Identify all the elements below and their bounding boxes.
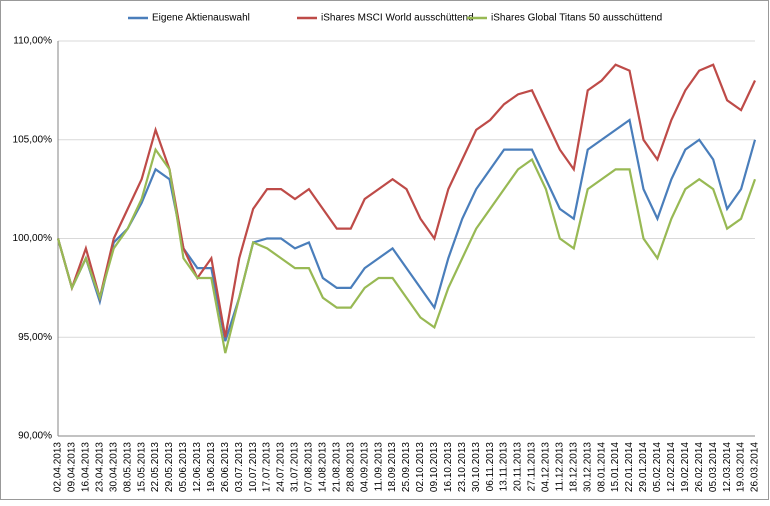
x-tick-label: 09.04.2013 (67, 442, 78, 492)
legend-label: Eigene Aktienauswahl (152, 13, 250, 24)
legend-label: iShares Global Titans 50 ausschüttend (491, 13, 662, 24)
x-tick-label: 26.06.2013 (220, 442, 231, 492)
x-tick-label: 20.11.2013 (513, 442, 524, 492)
x-tick-label: 30.04.2013 (108, 442, 119, 492)
x-tick-label: 15.01.2014 (610, 442, 621, 492)
x-tick-label: 08.01.2014 (596, 442, 607, 492)
x-tick-label: 11.09.2013 (373, 442, 384, 492)
x-tick-label: 07.08.2013 (304, 442, 315, 492)
x-tick-label: 14.08.2013 (318, 442, 329, 492)
x-tick-label: 16.04.2013 (81, 442, 92, 492)
x-tick-label: 06.11.2013 (485, 442, 496, 492)
legend-label: iShares MSCI World ausschüttend (321, 13, 474, 24)
x-tick-label: 19.02.2014 (680, 442, 691, 492)
y-tick-label: 110,00% (13, 36, 52, 47)
x-tick-label: 31.07.2013 (290, 442, 301, 492)
x-tick-label: 18.09.2013 (387, 442, 398, 492)
x-tick-label: 11.12.2013 (554, 442, 565, 492)
x-tick-label: 25.09.2013 (401, 442, 412, 492)
x-tick-label: 30.10.2013 (471, 442, 482, 492)
x-tick-label: 05.02.2014 (652, 442, 663, 492)
x-tick-label: 29.05.2013 (164, 442, 175, 492)
x-tick-label: 27.11.2013 (527, 442, 538, 492)
line-series (56, 147, 757, 354)
x-tick-label: 05.06.2013 (178, 442, 189, 492)
x-tick-label: 03.07.2013 (234, 442, 245, 492)
x-tick-label: 19.06.2013 (206, 442, 217, 492)
x-tick-label: 28.08.2013 (345, 442, 356, 492)
x-tick-label: 04.12.2013 (541, 442, 552, 492)
x-tick-label: 23.10.2013 (457, 442, 468, 492)
x-tick-label: 26.02.2014 (694, 442, 705, 492)
x-tick-label: 23.04.2013 (94, 442, 105, 492)
x-tick-label: 04.09.2013 (359, 442, 370, 492)
x-tick-label: 09.10.2013 (429, 442, 440, 492)
x-tick-label: 21.08.2013 (331, 442, 342, 492)
y-tick-label: 105,00% (13, 134, 53, 145)
x-tick-label: 18.12.2013 (568, 442, 579, 492)
x-tick-label: 10.07.2013 (248, 442, 259, 492)
x-tick-label: 19.03.2014 (736, 442, 747, 492)
y-tick-label: 95,00% (18, 332, 52, 343)
y-tick-label: 100,00% (13, 233, 53, 244)
x-tick-label: 17.07.2013 (262, 442, 273, 492)
x-tick-label: 12.03.2014 (722, 442, 733, 492)
x-tick-label: 16.10.2013 (443, 442, 454, 492)
x-tick-label: 15.05.2013 (136, 442, 147, 492)
x-tick-label: 22.01.2014 (624, 442, 635, 492)
y-tick-label: 90,00% (18, 431, 52, 442)
x-tick-label: 02.04.2013 (53, 442, 64, 492)
x-tick-label: 05.03.2014 (708, 442, 719, 492)
x-tick-label: 02.10.2013 (415, 442, 426, 492)
x-tick-label: 24.07.2013 (276, 442, 287, 492)
x-tick-label: 29.01.2014 (638, 442, 649, 492)
x-tick-label: 26.03.2014 (750, 442, 761, 492)
x-tick-label: 12.06.2013 (192, 442, 203, 492)
x-tick-label: 12.02.2014 (666, 442, 677, 492)
x-tick-label: 22.05.2013 (150, 442, 161, 492)
x-tick-label: 13.11.2013 (499, 442, 510, 492)
x-tick-label: 08.05.2013 (122, 442, 133, 492)
x-tick-label: 30.12.2013 (582, 442, 593, 492)
